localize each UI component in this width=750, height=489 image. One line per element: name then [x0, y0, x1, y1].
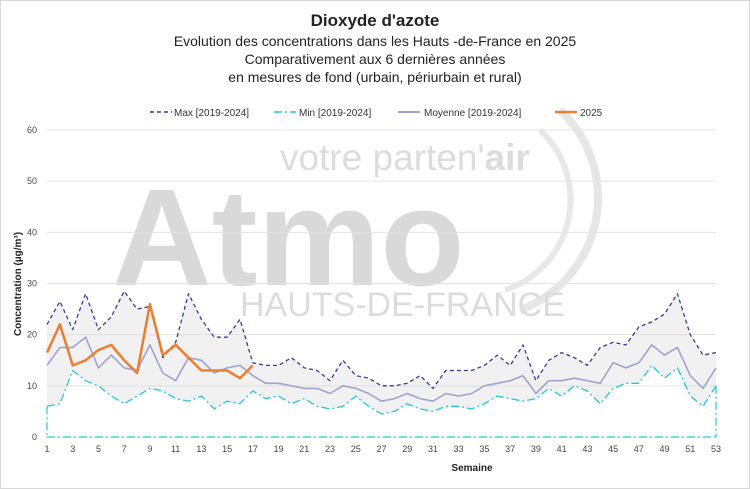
chart-subtitle-line-1: Evolution des concentrations dans les Ha…	[173, 33, 577, 49]
x-tick-label-7: 7	[122, 444, 127, 454]
x-tick-label-33: 33	[454, 444, 464, 454]
x-tick-label-27: 27	[376, 444, 386, 454]
watermark-region-text: HAUTS-DE-FRANCE	[240, 286, 565, 324]
min-max-band	[47, 291, 716, 414]
watermark-arc-outer	[518, 107, 602, 314]
watermark-tagline: votre parten'air	[280, 137, 530, 178]
chart-titles: Dioxyde d'azote Evolution des concentrat…	[0, 10, 750, 86]
x-tick-label-45: 45	[608, 444, 618, 454]
x-tick-label-37: 37	[505, 444, 515, 454]
x-tick-label-13: 13	[196, 444, 206, 454]
watermark-tagline-main: votre parten'	[280, 137, 485, 178]
series-lines	[45, 290, 717, 438]
y-tick-label-0: 0	[32, 432, 37, 442]
x-tick-label-41: 41	[557, 444, 567, 454]
y-tick-label-40: 40	[27, 227, 37, 237]
watermark-arc-inner	[504, 127, 574, 293]
series-line-mean	[46, 336, 717, 403]
x-tick-label-51: 51	[685, 444, 695, 454]
chart-subtitle-line-3: en mesures de fond (urbain, périurbain e…	[228, 69, 522, 85]
y-tick-label-30: 30	[27, 279, 37, 289]
y-tick-label-60: 60	[27, 125, 37, 135]
x-tick-label-39: 39	[531, 444, 541, 454]
x-tick-label-19: 19	[274, 444, 284, 454]
y-tick-label-20: 20	[27, 330, 37, 340]
legend-label-min: Min [2019-2024]	[299, 108, 371, 119]
x-tick-label-5: 5	[96, 444, 101, 454]
x-tick-label-11: 11	[171, 444, 180, 454]
legend-label-2025: 2025	[580, 108, 603, 119]
watermark-tagline-accent: air	[485, 137, 530, 178]
series-line-2025	[45, 302, 254, 380]
legend-label-max: Max [2019-2024]	[174, 108, 249, 119]
x-tick-label-53: 53	[711, 444, 721, 454]
x-tick-label-43: 43	[582, 444, 592, 454]
band-area	[47, 291, 716, 414]
x-tick-label-1: 1	[44, 444, 49, 454]
x-axis-label: Semaine	[451, 463, 493, 474]
legend: Max [2019-2024] Min [2019-2024] Moyenne …	[150, 108, 603, 119]
y-axis-label: Concentration (µg/m³)	[13, 232, 24, 336]
atmo-watermark: votre parten'air Atmo HAUTS-DE-FRANCE	[112, 107, 602, 324]
watermark-logo-text: Atmo	[112, 161, 465, 315]
series-line-max	[46, 290, 717, 390]
x-axis-ticks: 1 3 5 7 9 11 13 15 17 19 21 23 25 27 29 31 33 35 37 39 41 43 4…	[44, 444, 721, 454]
series-line-min	[46, 364, 717, 415]
x-tick-label-47: 47	[634, 444, 644, 454]
x-tick-label-23: 23	[325, 444, 335, 454]
y-tick-label-50: 50	[27, 176, 37, 186]
x-tick-label-9: 9	[147, 444, 152, 454]
x-tick-label-29: 29	[402, 444, 412, 454]
legend-label-mean: Moyenne [2019-2024]	[424, 108, 522, 119]
x-tick-label-31: 31	[428, 444, 438, 454]
y-axis-ticks: 0 10 20 30 40 50 60	[27, 125, 37, 442]
x-tick-label-3: 3	[70, 444, 75, 454]
x-tick-label-25: 25	[351, 444, 361, 454]
x-tick-label-21: 21	[299, 444, 309, 454]
chart-subtitle-line-2: Comparativement aux 6 dernières années	[244, 51, 506, 67]
chart-title: Dioxyde d'azote	[310, 11, 440, 30]
x-tick-label-15: 15	[222, 444, 232, 454]
x-tick-label-35: 35	[479, 444, 489, 454]
y-tick-label-10: 10	[27, 381, 37, 391]
x-tick-label-17: 17	[248, 444, 258, 454]
x-tick-label-49: 49	[660, 444, 670, 454]
